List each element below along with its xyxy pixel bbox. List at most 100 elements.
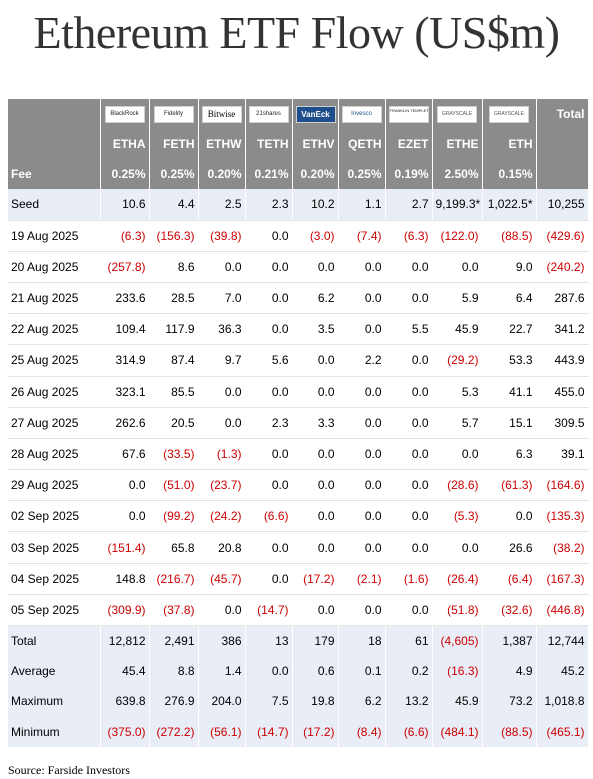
row-label: 21 Aug 2025 <box>8 282 101 315</box>
fee-label: Fee <box>8 159 101 190</box>
flow-cell: (29.2) <box>432 344 483 377</box>
flow-cell: 5.3 <box>432 376 483 408</box>
flow-cell: (51.8) <box>432 594 483 627</box>
grayscale-mini-logo: GRAYSCALE <box>489 105 529 123</box>
flow-cell: (33.5) <box>149 438 199 471</box>
flow-cell: 6.2 <box>292 282 339 315</box>
daily-flow-row: 27 Aug 2025 262.6 20.5 0.0 2.3 3.3 0.0 0.0 5.7 15… <box>8 407 589 439</box>
flow-cell: 0.0 <box>385 438 433 471</box>
flow-cell: 73.2 <box>482 686 537 717</box>
flow-cell: 0.0 <box>338 376 386 408</box>
flow-cell: 0.0 <box>338 251 386 283</box>
ticker-header: ETHV <box>292 129 339 160</box>
flow-cell: 26.6 <box>482 531 537 564</box>
flow-cell: 0.0 <box>245 656 293 687</box>
flow-cell: 0.0 <box>245 469 293 502</box>
flow-cell: 61 <box>385 625 433 657</box>
row-label: 19 Aug 2025 <box>8 220 101 252</box>
flow-cell: 45.9 <box>432 313 483 346</box>
flow-cell: 2.5 <box>198 189 246 221</box>
daily-flow-row: 03 Sep 2025 (151.4) 65.8 20.8 0.0 0.0 0.0 0.0 0.… <box>8 531 589 564</box>
flow-cell: 0.0 <box>385 531 433 564</box>
flow-cell: 0.0 <box>338 407 386 439</box>
flow-cell: (2.1) <box>338 563 386 595</box>
row-label: 05 Sep 2025 <box>8 594 101 627</box>
flow-cell: 18 <box>338 625 386 657</box>
flow-cell: 0.0 <box>245 282 293 315</box>
flow-cell: 0.0 <box>245 563 293 595</box>
flow-cell: (24.2) <box>198 500 246 533</box>
flow-cell: 1.4 <box>198 656 246 687</box>
ticker-header: ETHW <box>198 129 246 160</box>
corner-cell <box>8 99 101 129</box>
fidelity-logo: Fidelity <box>153 105 194 123</box>
flow-cell: 0.0 <box>245 531 293 564</box>
flow-cell: 6.2 <box>338 686 386 717</box>
flow-cell: 5.9 <box>432 282 483 315</box>
row-label: 20 Aug 2025 <box>8 251 101 283</box>
seed-row: Seed 10.6 4.4 2.5 2.3 10.2 1.1 2.7 9,199.3* 1,022… <box>8 189 589 221</box>
row-total-cell: 309.5 <box>536 407 589 439</box>
flow-cell: 53.3 <box>482 344 537 377</box>
flow-cell: 323.1 <box>100 376 150 408</box>
flow-cell: (88.5) <box>482 716 537 747</box>
flow-cell: (28.6) <box>432 469 483 502</box>
invesco-logo: Invesco <box>341 105 382 123</box>
flow-cell: (5.3) <box>432 500 483 533</box>
flow-cell: (32.6) <box>482 594 537 627</box>
ticker-header: QETH <box>338 129 386 160</box>
flow-cell: (3.0) <box>292 220 339 252</box>
row-label: Average <box>8 656 101 687</box>
flow-cell: 0.0 <box>385 500 433 533</box>
flow-cell: 276.9 <box>149 686 199 717</box>
flow-cell: (151.4) <box>100 531 150 564</box>
row-total-cell: 455.0 <box>536 376 589 408</box>
row-label: 03 Sep 2025 <box>8 531 101 564</box>
flow-cell: 0.0 <box>245 313 293 346</box>
flow-cell: 0.0 <box>385 282 433 315</box>
ticker-header: EZET <box>385 129 433 160</box>
flow-cell: 0.0 <box>100 469 150 502</box>
etf-flow-table: BlackRock Fidelity Bitwise 21shares VanE… <box>8 99 589 747</box>
flow-cell: 0.0 <box>338 594 386 627</box>
row-total-cell: 39.1 <box>536 438 589 471</box>
flow-cell: (309.9) <box>100 594 150 627</box>
flow-cell: (1.3) <box>198 438 246 471</box>
flow-cell: 0.0 <box>385 594 433 627</box>
flow-cell: 148.8 <box>100 563 150 595</box>
row-label: Minimum <box>8 716 101 747</box>
flow-cell: 41.1 <box>482 376 537 408</box>
flow-cell: (216.7) <box>149 563 199 595</box>
fee-cell: 0.25% <box>149 159 199 190</box>
flow-cell: (26.4) <box>432 563 483 595</box>
flow-cell: 4.4 <box>149 189 199 221</box>
row-label: 25 Aug 2025 <box>8 344 101 377</box>
flow-cell: (6.6) <box>385 716 433 747</box>
flow-cell: 45.9 <box>432 686 483 717</box>
flow-cell: 5.7 <box>432 407 483 439</box>
flow-cell: 233.6 <box>100 282 150 315</box>
flow-cell: 3.5 <box>292 313 339 346</box>
flow-cell: 2,491 <box>149 625 199 657</box>
flow-cell: 67.6 <box>100 438 150 471</box>
row-total-cell: (164.6) <box>536 469 589 502</box>
fee-cell: 0.19% <box>385 159 433 190</box>
fee-row: Fee 0.25% 0.25% 0.20% 0.21% 0.20% 0.25% 0.19% 2… <box>8 159 589 190</box>
flow-cell: 0.0 <box>338 500 386 533</box>
flow-cell: (61.3) <box>482 469 537 502</box>
daily-flow-row: 05 Sep 2025 (309.9) (37.8) 0.0 (14.7) 0.0 0.0 0… <box>8 594 589 627</box>
flow-cell: 386 <box>198 625 246 657</box>
daily-flow-row: 21 Aug 2025 233.6 28.5 7.0 0.0 6.2 0.0 0.0 5.9 6.… <box>8 282 589 315</box>
flow-cell: 0.0 <box>198 251 246 283</box>
daily-flow-row: 25 Aug 2025 314.9 87.4 9.7 5.6 0.0 2.2 0.0 (29.2… <box>8 344 589 377</box>
ticker-header: ETHE <box>432 129 483 160</box>
flow-cell: 314.9 <box>100 344 150 377</box>
row-total-cell: (38.2) <box>536 531 589 564</box>
summary-row: Average 45.4 8.8 1.4 0.0 0.6 0.1 0.2 (16.3) 4.9 45… <box>8 656 589 687</box>
flow-cell: 2.3 <box>245 189 293 221</box>
flow-cell: 10.6 <box>100 189 150 221</box>
flow-cell: (37.8) <box>149 594 199 627</box>
flow-cell: 15.1 <box>482 407 537 439</box>
row-total-cell: (429.6) <box>536 220 589 252</box>
flow-cell: 0.0 <box>385 376 433 408</box>
